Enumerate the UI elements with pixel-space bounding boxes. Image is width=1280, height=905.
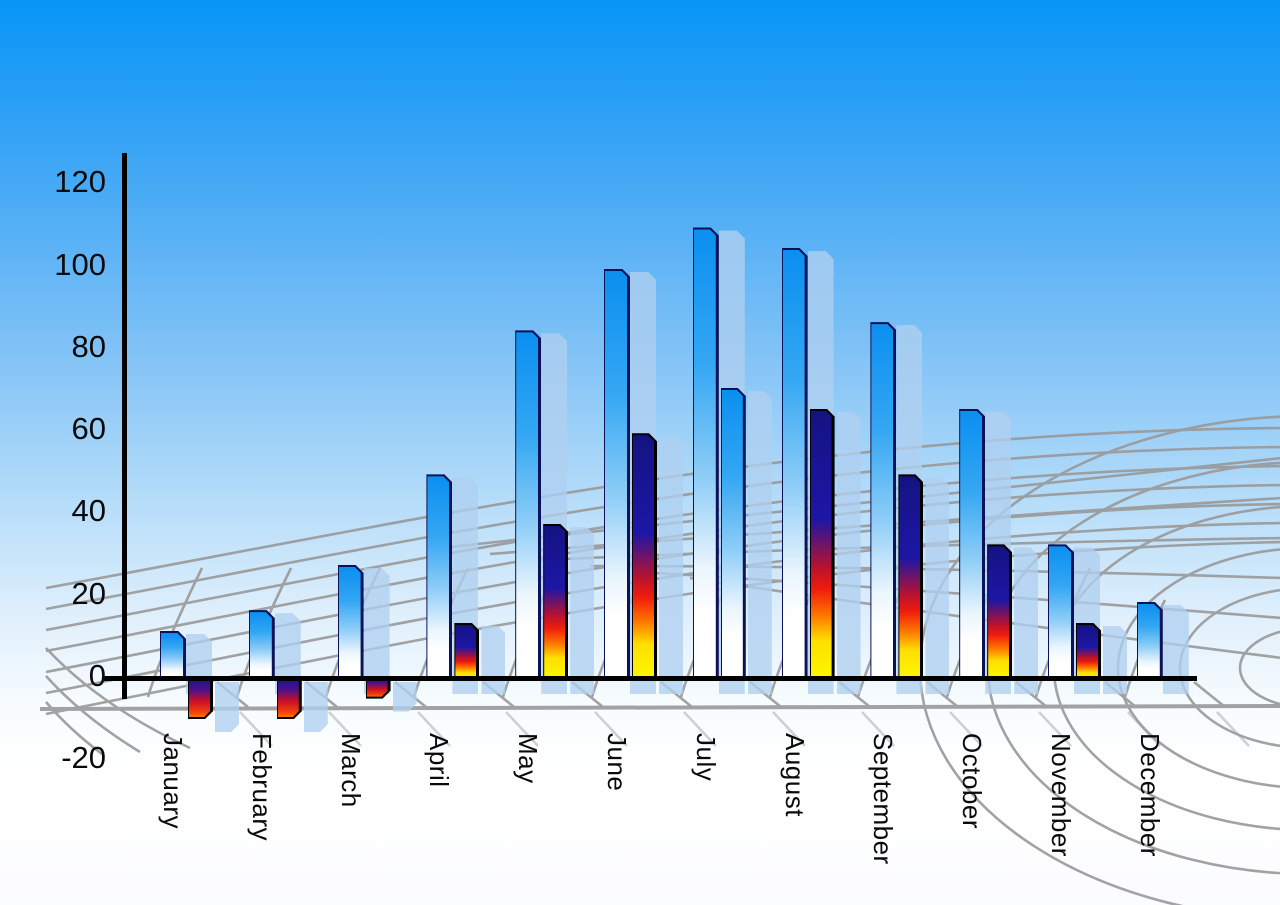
bar-echo-april-series2 xyxy=(481,626,505,694)
y-tick-label-20: 20 xyxy=(71,575,106,611)
bar-january-series1 xyxy=(160,631,186,681)
bar-may-series1-fill xyxy=(516,332,538,681)
bar-echo-september-series2 xyxy=(925,477,949,694)
x-category-label-march: March xyxy=(335,733,366,808)
bar-february-series2-fill xyxy=(278,676,299,717)
bar-march-series1 xyxy=(338,565,364,681)
bar-echo-june-series2 xyxy=(659,436,683,694)
bar-echo-may-series2 xyxy=(570,527,594,694)
bar-echo-february-series2 xyxy=(304,682,328,732)
x-category-label-august: August xyxy=(779,733,810,817)
bar-april-series1 xyxy=(426,474,452,681)
bar-june-series2 xyxy=(632,433,657,681)
x-category-label-may: May xyxy=(513,733,544,784)
y-tick-label-100: 100 xyxy=(54,246,106,282)
bar-echo-november-series2 xyxy=(1103,626,1127,694)
bar-july-series2-fill xyxy=(722,390,743,681)
y-tick-label--20: -20 xyxy=(61,740,106,776)
bar-september-series2-fill xyxy=(899,476,920,681)
x-category-label-november: November xyxy=(1046,733,1076,857)
x-category-label-january: January xyxy=(158,733,188,829)
bar-january-series1-fill xyxy=(161,633,183,681)
y-tick-label-0: 0 xyxy=(88,658,106,693)
bar-april-series2 xyxy=(454,623,479,681)
x-category-label-september: September xyxy=(868,733,899,865)
x-category-label-february: February xyxy=(246,733,277,842)
bar-may-series2-fill xyxy=(544,526,565,681)
y-tick-label-40: 40 xyxy=(71,493,106,529)
y-axis-line xyxy=(122,153,127,699)
x-category-label-december: December xyxy=(1134,733,1165,857)
bar-echo-october-series2 xyxy=(1014,547,1038,694)
bar-october-series1-fill xyxy=(960,411,982,681)
bar-august-series1-fill xyxy=(783,250,805,681)
bar-september-series2 xyxy=(898,474,923,681)
bar-echo-january-series2 xyxy=(215,682,239,732)
bar-march-series2 xyxy=(366,676,391,699)
y-tick-label-120: 120 xyxy=(54,164,106,200)
x-category-label-july: July xyxy=(690,733,721,782)
bar-february-series1-fill xyxy=(250,612,272,681)
bar-september-series1-fill xyxy=(871,324,893,681)
bar-december-series1-fill xyxy=(1138,604,1160,681)
bar-may-series2 xyxy=(543,524,568,681)
bar-december-series1 xyxy=(1137,602,1163,681)
bar-january-series2 xyxy=(188,676,213,719)
x-category-label-april: April xyxy=(424,733,455,788)
bar-october-series2-fill xyxy=(988,546,1009,681)
bar-echo-march-series2 xyxy=(393,682,417,712)
bar-february-series1 xyxy=(249,610,275,681)
bar-july-series1-fill xyxy=(694,229,716,681)
bar-march-series1-fill xyxy=(339,567,361,681)
bar-april-series1-fill xyxy=(427,476,449,681)
bar-august-series2 xyxy=(810,409,835,681)
bar-november-series2 xyxy=(1076,623,1101,681)
bar-january-series2-fill xyxy=(189,676,210,717)
bar-august-series2-fill xyxy=(811,411,832,681)
bar-april-series2-fill xyxy=(455,625,476,681)
bar-june-series2-fill xyxy=(633,435,654,681)
bar-june-series1 xyxy=(604,269,630,681)
bar-june-series1-fill xyxy=(605,271,627,681)
bar-november-series2-fill xyxy=(1077,625,1098,681)
bar-october-series2 xyxy=(987,544,1012,681)
y-tick-label-60: 60 xyxy=(71,411,106,447)
bar-november-series1 xyxy=(1048,544,1074,681)
y-tick-label-80: 80 xyxy=(71,328,106,364)
bar-echo-july-series2 xyxy=(748,391,772,694)
bar-september-series1 xyxy=(870,322,896,681)
bar-march-series2-fill xyxy=(367,676,388,697)
x-category-label-june: June xyxy=(602,733,632,792)
bar-may-series1 xyxy=(515,330,541,681)
bar-july-series1 xyxy=(693,227,719,681)
bar-july-series2 xyxy=(721,388,746,681)
bar-october-series1 xyxy=(959,409,985,681)
bar-echo-march-series1 xyxy=(364,568,390,694)
bar-august-series1 xyxy=(782,248,808,681)
bar-november-series1-fill xyxy=(1049,546,1071,681)
bar-february-series2 xyxy=(277,676,302,719)
x-axis-line xyxy=(103,676,1197,681)
x-category-label-october: October xyxy=(957,733,988,829)
bar-echo-august-series2 xyxy=(837,412,861,694)
